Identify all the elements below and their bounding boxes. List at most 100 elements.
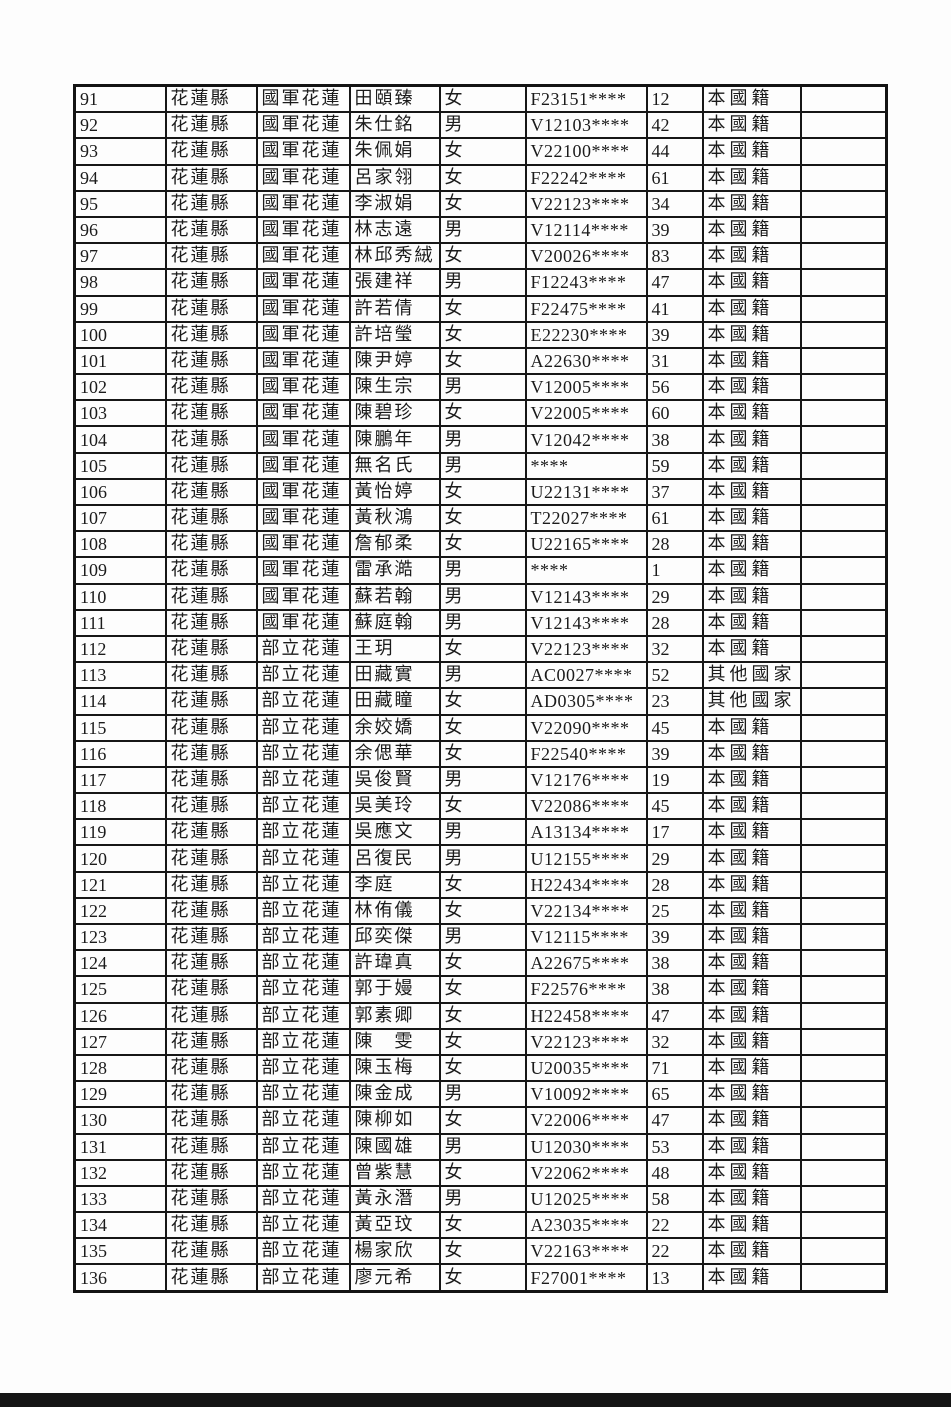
cell-age: 47 <box>645 1001 704 1030</box>
cell-hospital: 部立花蓮 <box>255 949 351 978</box>
cell-hospital: 部立花蓮 <box>255 975 351 1004</box>
cell-hospital: 國軍花蓮 <box>255 346 351 376</box>
cell-name: 田頤臻 <box>348 84 441 114</box>
cell-age: 39 <box>645 320 704 349</box>
cell-age: 53 <box>645 1132 704 1161</box>
cell-row_no: 122 <box>73 896 167 926</box>
cell-row_no: 111 <box>73 608 167 637</box>
scanner-edge-bar <box>0 1393 951 1407</box>
cell-nationality: 本國籍 <box>701 215 802 245</box>
cell-hospital: 部立花蓮 <box>255 739 351 768</box>
cell-note <box>799 530 888 559</box>
cell-county: 花蓮縣 <box>164 739 258 768</box>
cell-row_no: 134 <box>73 1211 167 1240</box>
cell-row_no: 98 <box>73 268 167 297</box>
cell-nationality: 本國籍 <box>701 949 802 978</box>
cell-id_masked: T22027**** <box>524 503 648 533</box>
cell-nationality: 本國籍 <box>701 792 802 821</box>
cell-note <box>799 215 888 245</box>
cell-gender: 女 <box>438 792 527 821</box>
cell-row_no: 135 <box>73 1237 167 1266</box>
cell-nationality: 本國籍 <box>701 163 802 192</box>
cell-note <box>799 922 888 952</box>
cell-nationality: 其他國家 <box>701 687 802 716</box>
cell-county: 花蓮縣 <box>164 844 258 873</box>
cell-row_no: 100 <box>73 320 167 349</box>
cell-gender: 男 <box>438 373 527 402</box>
cell-age: 38 <box>645 425 704 454</box>
cell-row_no: 109 <box>73 556 167 585</box>
cell-gender: 女 <box>438 1053 527 1083</box>
cell-hospital: 國軍花蓮 <box>255 215 351 245</box>
cell-id_masked: V22134**** <box>524 896 648 926</box>
cell-hospital: 部立花蓮 <box>255 1001 351 1030</box>
cell-row_no: 124 <box>73 949 167 978</box>
cell-id_masked: F27001**** <box>524 1263 648 1293</box>
cell-note <box>799 1263 888 1293</box>
cell-id_masked: V22123**** <box>524 189 648 218</box>
cell-gender: 男 <box>438 582 527 611</box>
cell-hospital: 部立花蓮 <box>255 922 351 952</box>
cell-note <box>799 1106 888 1135</box>
cell-row_no: 105 <box>73 451 167 480</box>
cell-hospital: 部立花蓮 <box>255 713 351 742</box>
cell-row_no: 116 <box>73 739 167 768</box>
cell-hospital: 部立花蓮 <box>255 1132 351 1161</box>
cell-age: 61 <box>645 503 704 533</box>
cell-name: 詹郁柔 <box>348 530 441 559</box>
cell-hospital: 部立花蓮 <box>255 1184 351 1214</box>
table-row: 119 花蓮縣 部立花蓮 吳應文男 A13134**** 17 本國籍 <box>73 818 888 847</box>
cell-nationality: 本國籍 <box>701 1001 802 1030</box>
cell-gender: 女 <box>438 477 527 507</box>
cell-gender: 女 <box>438 242 527 271</box>
cell-nationality: 本國籍 <box>701 896 802 926</box>
cell-id_masked: **** <box>524 451 648 480</box>
cell-age: 31 <box>645 346 704 376</box>
table-row: 94 花蓮縣 國軍花蓮 呂家翎女 F22242**** 61 本國籍 <box>73 163 888 192</box>
cell-gender: 女 <box>438 346 527 376</box>
cell-age: 39 <box>645 739 704 768</box>
cell-id_masked: F12243**** <box>524 268 648 297</box>
table-row: 120 花蓮縣 部立花蓮 呂復民男 U12155**** 29 本國籍 <box>73 844 888 873</box>
cell-age: 19 <box>645 765 704 795</box>
cell-name: 朱佩娟 <box>348 137 441 166</box>
table-row: 93 花蓮縣 國軍花蓮 朱佩娟女 V22100**** 44 本國籍 <box>73 137 888 166</box>
cell-id_masked: V12114**** <box>524 215 648 245</box>
table-row: 96 花蓮縣 國軍花蓮 林志遠男 V12114**** 39 本國籍 <box>73 215 888 245</box>
cell-note <box>799 1027 888 1056</box>
cell-row_no: 91 <box>73 84 167 114</box>
table-row: 118 花蓮縣 部立花蓮 吳美玲女 V22086**** 45 本國籍 <box>73 792 888 821</box>
cell-row_no: 119 <box>73 818 167 847</box>
cell-age: 29 <box>645 582 704 611</box>
cell-hospital: 國軍花蓮 <box>255 477 351 507</box>
table-row: 97 花蓮縣 國軍花蓮 林邱秀絨女 V20026**** 83 本國籍 <box>73 242 888 271</box>
cell-name: 林邱秀絨 <box>348 242 441 271</box>
cell-gender: 女 <box>438 320 527 349</box>
cell-id_masked: A22675**** <box>524 949 648 978</box>
table-row: 125 花蓮縣 部立花蓮 郭于嫚女 F22576**** 38 本國籍 <box>73 975 888 1004</box>
table-row: 133 花蓮縣 部立花蓮 黃永潛男 U12025**** 58 本國籍 <box>73 1184 888 1214</box>
cell-age: 44 <box>645 137 704 166</box>
cell-county: 花蓮縣 <box>164 346 258 376</box>
cell-name: 許瑋真 <box>348 949 441 978</box>
cell-age: 23 <box>645 687 704 716</box>
cell-age: 71 <box>645 1053 704 1083</box>
cell-age: 13 <box>645 1263 704 1293</box>
cell-age: 41 <box>645 294 704 323</box>
cell-county: 花蓮縣 <box>164 1027 258 1056</box>
table-row: 123 花蓮縣 部立花蓮 邱奕傑男 V12115**** 39 本國籍 <box>73 922 888 952</box>
table-row: 116 花蓮縣 部立花蓮 余偲華女 F22540**** 39 本國籍 <box>73 739 888 768</box>
cell-note <box>799 634 888 664</box>
cell-age: 28 <box>645 870 704 899</box>
cell-county: 花蓮縣 <box>164 1237 258 1266</box>
cell-age: 83 <box>645 242 704 271</box>
table-row: 110 花蓮縣 國軍花蓮 蘇若翰男 V12143**** 29 本國籍 <box>73 582 888 611</box>
cell-hospital: 部立花蓮 <box>255 765 351 795</box>
cell-nationality: 本國籍 <box>701 189 802 218</box>
cell-name: 朱仕銘 <box>348 111 441 140</box>
cell-gender: 女 <box>438 949 527 978</box>
cell-gender: 女 <box>438 84 527 114</box>
cell-age: 22 <box>645 1237 704 1266</box>
cell-county: 花蓮縣 <box>164 399 258 428</box>
